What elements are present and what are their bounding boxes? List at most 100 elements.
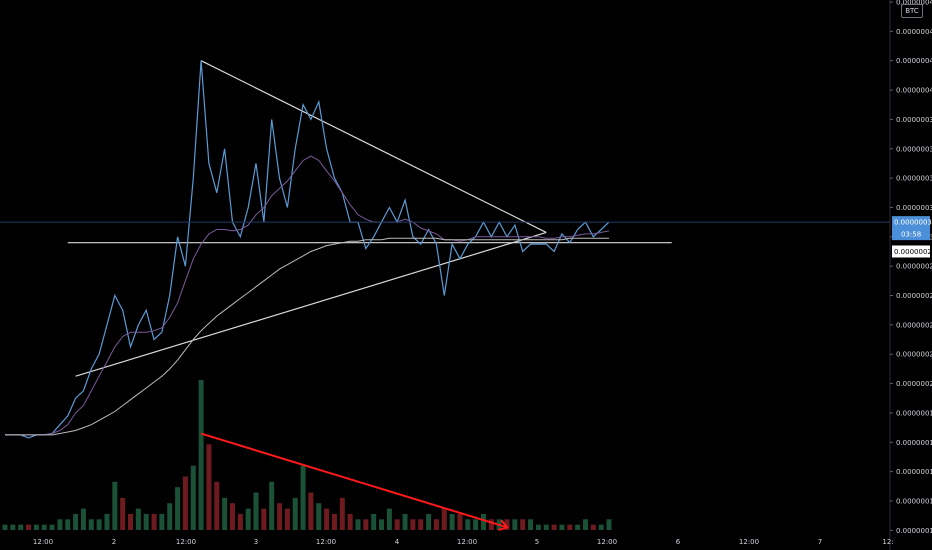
time-tick-label: 12:00 xyxy=(316,538,336,546)
volume-bar xyxy=(363,519,369,530)
price-unit-badge[interactable]: BTC xyxy=(901,4,923,18)
slow-moving-average-line xyxy=(5,237,609,436)
volume-bar xyxy=(371,513,377,530)
volume-bar xyxy=(135,508,141,530)
volume-bar xyxy=(33,524,39,530)
volume-bar xyxy=(535,524,541,530)
volume-bar xyxy=(198,380,204,530)
volume-bar xyxy=(598,524,604,530)
volume-bar xyxy=(379,519,385,530)
volume-bar xyxy=(504,519,510,530)
volume-bar xyxy=(567,524,573,530)
volume-bar xyxy=(512,519,518,530)
volume-bar xyxy=(480,513,486,530)
volume-bar xyxy=(300,465,306,530)
volume-bar xyxy=(582,519,588,530)
price-tags: 0.00000031 03:58 0.00000029 xyxy=(0,216,932,258)
volume-bar xyxy=(151,513,157,530)
volume-bar xyxy=(308,492,314,530)
volume-bar xyxy=(65,519,71,530)
volume-bar xyxy=(237,513,243,530)
volume-bar xyxy=(245,508,251,530)
current-price-tag xyxy=(892,216,930,241)
volume-bar xyxy=(543,524,549,530)
time-tick-label: 3 xyxy=(254,538,258,546)
volume-bar xyxy=(433,519,439,530)
volume-bar xyxy=(331,513,337,530)
time-tick-label: 12: xyxy=(882,538,893,546)
volume-bar xyxy=(386,508,392,530)
volume-bar xyxy=(410,519,416,530)
volume-bar xyxy=(10,524,16,530)
volume-bar xyxy=(559,524,565,530)
volume-bar xyxy=(418,519,424,530)
time-tick-label: 2 xyxy=(112,538,116,546)
volume-bar xyxy=(73,513,79,530)
volume-bar xyxy=(190,465,196,530)
current-price-value: 0.00000031 xyxy=(894,219,932,227)
price-tick-label: 0.00000018 xyxy=(896,409,932,417)
volume-bar xyxy=(41,524,47,530)
volume-bar xyxy=(80,508,86,530)
volume-bar xyxy=(292,497,298,530)
volume-bar xyxy=(269,481,275,530)
volume-bar xyxy=(528,519,534,530)
volume-bar xyxy=(488,519,494,530)
time-tick-label: 5 xyxy=(535,538,539,546)
volume-bar xyxy=(104,513,110,530)
price-tick-label: 0.00000038 xyxy=(896,116,932,124)
volume-bars xyxy=(2,380,612,530)
volume-bar xyxy=(222,497,228,530)
price-tick-label: 0.00000046 xyxy=(896,0,932,7)
volume-bar xyxy=(88,519,94,530)
fast-moving-average-line xyxy=(5,155,610,436)
upper-trendline xyxy=(200,60,547,233)
volume-bar xyxy=(277,503,283,530)
volume-bar xyxy=(284,508,290,530)
volume-bar xyxy=(426,513,432,530)
time-tick-label: 6 xyxy=(676,538,681,546)
volume-bar xyxy=(339,497,345,530)
volume-down-arrow xyxy=(200,432,508,529)
price-tick-label: 0.00000016 xyxy=(896,439,932,447)
time-tick-label: 12:00 xyxy=(176,538,196,546)
volume-bar xyxy=(457,513,463,530)
time-axis[interactable]: 12:00 2 12:00 3 12:00 4 12:00 5 12:00 6 12:00 7 12: xyxy=(33,538,894,546)
volume-bar xyxy=(402,513,408,530)
volume-bar xyxy=(175,487,181,530)
price-tick-label: 0.00000034 xyxy=(896,175,932,183)
volume-bar xyxy=(159,513,165,530)
time-tick-label: 12:00 xyxy=(739,538,759,546)
volume-bar xyxy=(261,508,267,530)
price-tick-label: 0.00000014 xyxy=(896,468,932,476)
volume-bar xyxy=(347,513,353,530)
volume-bar xyxy=(57,519,63,530)
volume-bar xyxy=(355,519,361,530)
volume-bar xyxy=(49,524,55,530)
time-tick-label: 4 xyxy=(395,538,400,546)
volume-bar xyxy=(18,524,24,530)
volume-bar xyxy=(551,524,557,530)
price-tick-label: 0.00000028 xyxy=(896,263,932,271)
price-tick-label: 0.00000024 xyxy=(896,321,932,329)
time-tick-label: 7 xyxy=(818,538,822,546)
volume-bar xyxy=(465,519,471,530)
volume-bar xyxy=(229,503,235,530)
volume-bar xyxy=(128,513,134,530)
volume-bar xyxy=(324,508,330,530)
time-tick-label: 12:00 xyxy=(457,538,477,546)
volume-bar xyxy=(253,492,259,530)
support-price-tag xyxy=(892,245,930,258)
volume-bar xyxy=(441,508,447,530)
price-tick-label: 0.00000012 xyxy=(896,497,932,505)
volume-bar xyxy=(120,497,126,530)
volume-arrow-head xyxy=(498,519,509,531)
price-tick-label: 0.00000026 xyxy=(896,292,932,300)
price-tick-label: 0.00000044 xyxy=(896,28,932,36)
time-tick-label: 12:00 xyxy=(597,538,617,546)
price-tick-label: 0.00000042 xyxy=(896,57,932,65)
